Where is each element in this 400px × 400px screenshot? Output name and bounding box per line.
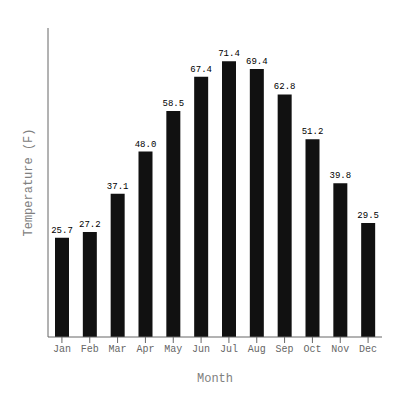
- svg-text:48.0: 48.0: [135, 140, 157, 150]
- svg-text:69.4: 69.4: [246, 57, 268, 67]
- svg-text:25.7: 25.7: [51, 226, 73, 236]
- svg-text:Feb: Feb: [81, 344, 99, 355]
- svg-text:Nov: Nov: [331, 344, 349, 355]
- svg-text:May: May: [164, 344, 182, 355]
- svg-text:29.5: 29.5: [357, 211, 379, 221]
- svg-text:58.5: 58.5: [163, 99, 185, 109]
- svg-text:Temperature (F): Temperature (F): [22, 128, 36, 236]
- svg-text:Aug: Aug: [248, 344, 266, 355]
- svg-text:37.1: 37.1: [107, 182, 129, 192]
- svg-text:Mar: Mar: [109, 344, 127, 355]
- svg-text:39.8: 39.8: [330, 171, 352, 181]
- svg-text:71.4: 71.4: [218, 49, 240, 59]
- svg-text:Jun: Jun: [192, 344, 210, 355]
- svg-text:Sep: Sep: [276, 344, 294, 355]
- svg-text:Jul: Jul: [220, 344, 238, 355]
- svg-text:Oct: Oct: [303, 344, 321, 355]
- svg-text:Dec: Dec: [359, 344, 377, 355]
- svg-text:Month: Month: [197, 372, 233, 386]
- svg-text:67.4: 67.4: [190, 65, 212, 75]
- svg-text:27.2: 27.2: [79, 220, 101, 230]
- svg-text:Apr: Apr: [136, 344, 154, 355]
- svg-text:Jan: Jan: [53, 344, 71, 355]
- svg-text:62.8: 62.8: [274, 82, 296, 92]
- svg-text:51.2: 51.2: [302, 127, 324, 137]
